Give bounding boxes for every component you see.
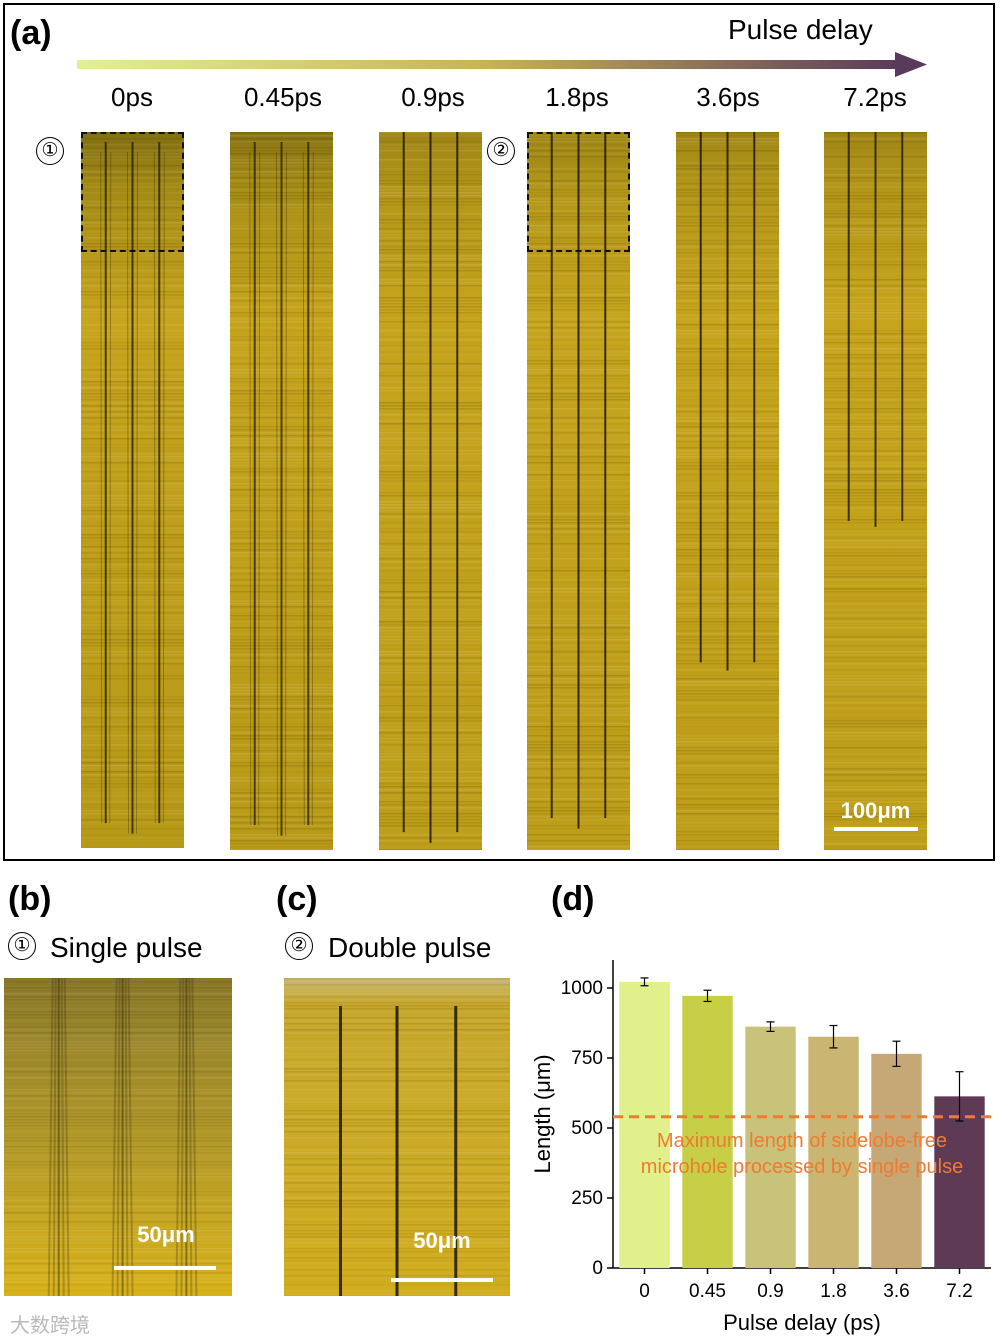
scale-bar-label-b: 50μm (137, 1222, 195, 1247)
microhole-image-0.45ps (230, 132, 333, 850)
scale-bar-a (834, 827, 918, 831)
bar-3.6 (871, 1053, 922, 1268)
y-axis-title: Length (μm) (530, 1054, 555, 1173)
bar-1.8 (808, 1036, 859, 1268)
error-bar-0 (640, 977, 649, 987)
y-tick-label: 250 (571, 1188, 603, 1209)
panel-b-label: (b) (8, 880, 52, 918)
marker-1: ① (36, 137, 64, 165)
x-tick-label: 0 (639, 1281, 650, 1302)
pulse-delay-arrow (77, 52, 927, 77)
zoom-region-2 (527, 132, 630, 252)
marker-2-c: ② (285, 932, 313, 960)
error-bar-3.6 (892, 1040, 901, 1068)
bar-7.2 (934, 1096, 985, 1268)
reference-label-line2: microhole processed by single pulse (641, 1156, 963, 1178)
x-tick-label: 3.6 (883, 1281, 909, 1302)
panel-d-label: (d) (551, 880, 595, 918)
delay-label-3.6: 3.6ps (696, 82, 760, 112)
zoom-region-1 (81, 132, 184, 252)
scale-bar-c (391, 1278, 493, 1282)
delay-label-0: 0ps (111, 82, 153, 112)
delay-label-0.9: 0.9ps (401, 82, 465, 112)
x-axis-title: Pulse delay (ps) (723, 1310, 881, 1335)
delay-label-7.2: 7.2ps (843, 82, 907, 112)
single-pulse-title: Single pulse (50, 932, 203, 963)
microhole-image-0.9ps (379, 132, 482, 850)
watermark-text: 大数跨境 (10, 1315, 90, 1337)
y-tick-label: 0 (592, 1258, 603, 1279)
y-tick-label: 750 (571, 1048, 603, 1069)
microhole-image-7.2ps (824, 132, 927, 850)
x-tick-label: 7.2 (946, 1281, 972, 1302)
panel-c-label: (c) (276, 880, 318, 918)
delay-label-0.45: 0.45ps (243, 82, 323, 112)
marker-2: ② (487, 137, 515, 165)
scale-bar-b (114, 1266, 216, 1270)
pulse-delay-title: Pulse delay (728, 14, 873, 45)
bar-0.45 (682, 995, 733, 1268)
bar-0 (619, 981, 670, 1268)
scale-bar-label-a: 100μm (840, 798, 911, 823)
marker-1-b: ① (8, 932, 36, 960)
y-tick-label: 1000 (561, 978, 603, 999)
panel-a-label: (a) (10, 14, 52, 52)
panel-a (3, 3, 995, 861)
length-bar-chart: 0 250 500 750 1000 0 0.45 0.9 1.8 3.6 7.2 Maximum l… (530, 960, 991, 1335)
double-pulse-zoom-image (284, 978, 510, 1296)
x-tick-label: 0.9 (757, 1281, 783, 1302)
single-pulse-zoom-image (4, 978, 232, 1296)
error-bar-1.8 (829, 1024, 838, 1049)
reference-label-line1: Maximum length of sidelobe-free (657, 1130, 947, 1152)
error-bar-0.9 (766, 1021, 775, 1033)
x-tick-label: 0.45 (689, 1281, 726, 1302)
scale-bar-label-c: 50μm (413, 1228, 471, 1253)
microhole-image-3.6ps (676, 132, 779, 850)
y-tick-label: 500 (571, 1118, 603, 1139)
x-tick-label: 1.8 (820, 1281, 846, 1302)
error-bar-0.45 (703, 989, 712, 1003)
delay-label-1.8: 1.8ps (545, 82, 609, 112)
error-bar-7.2 (955, 1071, 964, 1122)
bar-0.9 (745, 1026, 796, 1268)
double-pulse-title: Double pulse (328, 932, 492, 963)
